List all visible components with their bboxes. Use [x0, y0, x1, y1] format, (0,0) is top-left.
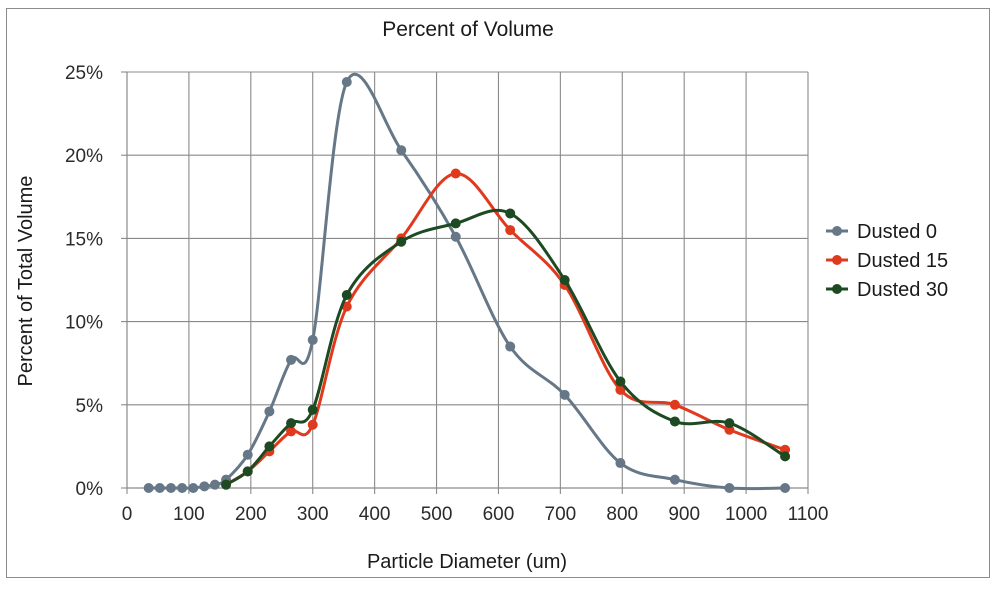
- x-tick-label: 800: [606, 504, 638, 525]
- data-point: [210, 480, 219, 489]
- legend-label: Dusted 30: [857, 279, 948, 301]
- data-point: [166, 484, 175, 493]
- data-point: [144, 484, 153, 493]
- x-tick-label: 700: [545, 504, 577, 525]
- x-tick-label: 1000: [725, 504, 767, 525]
- y-tick-label: 20%: [65, 146, 103, 167]
- data-point: [342, 77, 351, 86]
- x-tick-label: 200: [235, 504, 267, 525]
- x-tick-label: 100: [173, 504, 205, 525]
- data-point: [451, 219, 460, 228]
- y-tick-label: 15%: [65, 229, 103, 250]
- data-point: [725, 484, 734, 493]
- x-tick-label: 900: [668, 504, 700, 525]
- data-point: [781, 484, 790, 493]
- data-point: [342, 290, 351, 299]
- series-dusted-30: [222, 209, 790, 489]
- data-point: [200, 482, 209, 491]
- x-tick-label: 600: [483, 504, 515, 525]
- y-axis-label: Percent of Total Volume: [15, 176, 37, 387]
- data-point: [222, 480, 231, 489]
- data-point: [287, 355, 296, 364]
- x-tick-label: 300: [297, 504, 329, 525]
- data-point: [397, 146, 406, 155]
- x-tick-label: 1100: [788, 504, 829, 525]
- data-point: [243, 467, 252, 476]
- legend-item: Dusted 0: [826, 221, 937, 243]
- data-point: [451, 169, 460, 178]
- legend-swatch-marker: [832, 255, 842, 265]
- data-point: [265, 407, 274, 416]
- data-point: [670, 400, 679, 409]
- data-point: [451, 232, 460, 241]
- y-tick-label: 5%: [76, 396, 104, 417]
- y-tick-label: 0%: [76, 479, 104, 500]
- data-point: [506, 342, 515, 351]
- series-dusted-0: [144, 74, 789, 492]
- data-point: [243, 450, 252, 459]
- chart-title: Percent of Volume: [382, 18, 554, 41]
- data-point: [506, 226, 515, 235]
- y-tick-label: 25%: [65, 63, 103, 84]
- y-tick-label: 10%: [65, 313, 103, 334]
- data-point: [670, 475, 679, 484]
- x-tick-label: 400: [359, 504, 391, 525]
- data-point: [287, 419, 296, 428]
- x-tick-label: 0: [122, 504, 133, 525]
- series-line: [226, 173, 785, 484]
- x-axis-label: Particle Diameter (um): [367, 551, 567, 573]
- legend-swatch-marker: [832, 226, 842, 236]
- data-point: [265, 442, 274, 451]
- data-point: [178, 484, 187, 493]
- legend-label: Dusted 0: [857, 221, 937, 243]
- legend-item: Dusted 15: [826, 250, 948, 272]
- data-point: [308, 420, 317, 429]
- data-point: [308, 335, 317, 344]
- legend: Dusted 0 Dusted 15 Dusted 30: [826, 221, 948, 301]
- series-layer: [144, 74, 789, 492]
- axes: 0 100 200 300 400 500 600 700 800 900 1000 1100 0% 5%…: [65, 63, 828, 525]
- data-point: [397, 237, 406, 246]
- data-point: [308, 405, 317, 414]
- data-point: [287, 427, 296, 436]
- data-point: [616, 459, 625, 468]
- legend-item: Dusted 30: [826, 279, 948, 301]
- data-point: [189, 484, 198, 493]
- x-tick-label: 500: [421, 504, 453, 525]
- data-point: [560, 276, 569, 285]
- data-point: [616, 377, 625, 386]
- data-point: [725, 419, 734, 428]
- legend-label: Dusted 15: [857, 250, 948, 272]
- data-point: [670, 417, 679, 426]
- series-line: [149, 74, 785, 488]
- grid: [127, 72, 808, 488]
- series-dusted-15: [222, 169, 790, 489]
- legend-swatch-marker: [832, 284, 842, 294]
- data-point: [560, 390, 569, 399]
- data-point: [155, 484, 164, 493]
- data-point: [781, 452, 790, 461]
- data-point: [506, 209, 515, 218]
